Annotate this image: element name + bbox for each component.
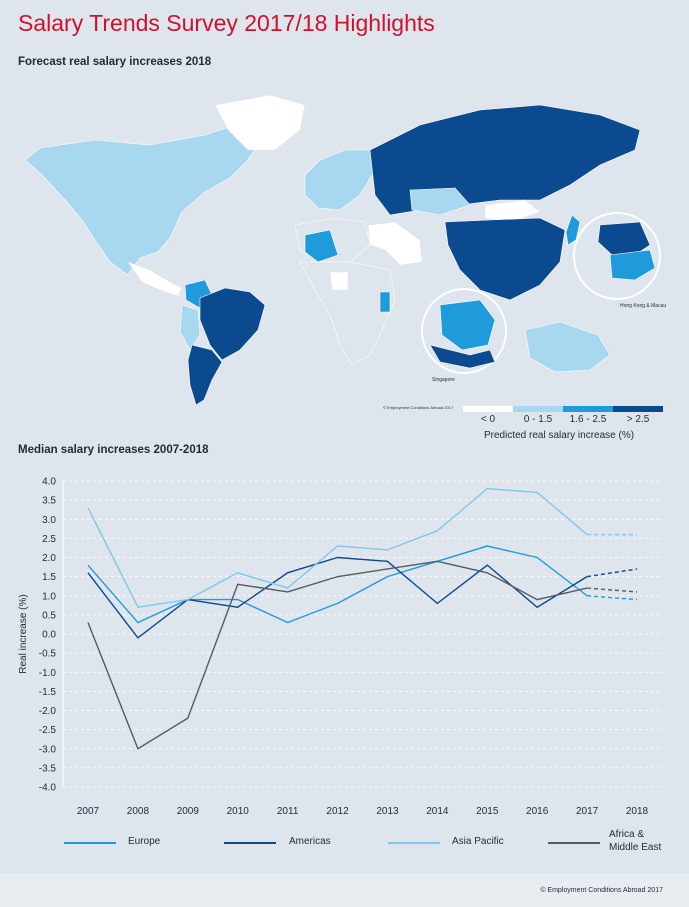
- x-tick-label: 2015: [476, 806, 499, 817]
- y-tick-label: 1.5: [42, 572, 56, 583]
- y-tick-label: 1.0: [42, 591, 56, 602]
- chart-title: Median salary increases 2007-2018: [18, 444, 209, 456]
- region-china: [444, 217, 566, 301]
- inset-hongkong-label: Hong Kong & Macau: [620, 303, 667, 309]
- region-africa: [299, 261, 396, 366]
- legend-asia: Asia Pacific: [452, 836, 504, 847]
- y-tick-label: 2.0: [42, 553, 56, 564]
- line-chart: 4.0 3.5 3.0 2.5 2.0 1.5 1.0 0.5 0.0 -0.5 -1.0 -1.5 -…: [0, 465, 689, 825]
- legend-line-africa: [548, 842, 600, 844]
- series-forecast-europe: [587, 595, 638, 601]
- x-tick-label: 2008: [127, 806, 150, 817]
- region-peru: [179, 304, 201, 351]
- region-nigeria: [329, 271, 349, 291]
- region-japan: [565, 214, 581, 246]
- region-algeria: [304, 229, 339, 263]
- legend-swatch-gt2.5: [613, 406, 663, 412]
- y-tick-label: -2.5: [39, 725, 57, 736]
- line-chart-svg: 4.0 3.5 3.0 2.5 2.0 1.5 1.0 0.5 0.0 -0.5 -1.0 -1.5 -…: [18, 477, 660, 817]
- y-tick-label: -4.0: [39, 783, 57, 794]
- world-map-svg: [24, 94, 661, 406]
- y-tick-label: 0.5: [42, 610, 56, 621]
- y-tick-label: -1.0: [39, 668, 57, 679]
- world-map: [0, 90, 689, 425]
- x-tick-label: 2017: [576, 806, 599, 817]
- y-tick-label: 3.0: [42, 515, 56, 526]
- series-forecast-americas: [586, 568, 638, 578]
- y-tick-label: 4.0: [42, 477, 56, 488]
- inset-singapore-label: Singapore: [432, 377, 455, 383]
- series-line-americas: [87, 556, 588, 639]
- legend-swatch-1.6-2.5: [563, 406, 613, 412]
- y-tick-label: 2.5: [42, 534, 56, 545]
- map-subtitle: Forecast real salary increases 2018: [18, 56, 212, 68]
- legend-swatch-0-1.5: [513, 406, 563, 412]
- region-north-america: [24, 119, 263, 276]
- series-line-africa-middle-east: [87, 560, 588, 750]
- page-title: Salary Trends Survey 2017/18 Highlights: [18, 10, 435, 36]
- legend-swatch-lt0: [463, 406, 513, 412]
- y-tick-label: -3.0: [39, 744, 57, 755]
- legend-label-1.6-2.5: 1.6 - 2.5: [569, 414, 607, 425]
- x-tick-label: 2013: [376, 806, 399, 817]
- map-copyright: © Employment Conditions Abroad 2017: [383, 405, 454, 410]
- legend-line-europe: [64, 842, 116, 844]
- x-tick-label: 2009: [177, 806, 200, 817]
- x-tick-label: 2010: [227, 806, 250, 817]
- series-forecast-africa-middle-east: [587, 587, 638, 593]
- series-line-europe: [87, 545, 588, 624]
- footer: © Employment Conditions Abroad 2017: [0, 874, 689, 907]
- region-central-america: [127, 261, 183, 297]
- legend-americas: Americas: [289, 836, 331, 847]
- region-argentina: [187, 344, 223, 406]
- legend-caption: Predicted real salary increase (%): [484, 430, 635, 441]
- footer-copyright: © Employment Conditions Abroad 2017: [540, 887, 663, 894]
- legend-europe: Europe: [128, 836, 161, 847]
- y-tick-label: -3.5: [39, 763, 57, 774]
- x-tick-label: 2011: [277, 806, 299, 817]
- x-tick-label: 2007: [77, 806, 100, 817]
- legend-label-0-1.5: 0 - 1.5: [523, 414, 553, 425]
- legend-label-gt2.5: > 2.5: [626, 414, 650, 425]
- region-australia: [524, 321, 611, 373]
- x-tick-label: 2014: [426, 806, 449, 817]
- y-tick-label: 0.0: [42, 630, 56, 641]
- region-mongolia: [484, 199, 541, 223]
- legend-line-americas: [224, 842, 276, 844]
- y-tick-label: 3.5: [42, 496, 56, 507]
- legend-africa-1: Africa &: [609, 829, 645, 840]
- legend-line-asia: [388, 842, 440, 844]
- region-europe: [304, 149, 376, 211]
- region-russia: [369, 104, 641, 216]
- y-tick-label: -2.0: [39, 706, 57, 717]
- region-brazil: [199, 287, 266, 361]
- region-kenya: [379, 291, 391, 313]
- x-tick-label: 2016: [526, 806, 549, 817]
- series-line-asia-pacific: [87, 487, 588, 608]
- region-middle-east: [367, 221, 423, 266]
- x-tick-label: 2018: [626, 806, 649, 817]
- region-kazakhstan: [409, 187, 471, 216]
- y-tick-label: -1.5: [39, 687, 57, 698]
- legend-africa-2: Middle East: [609, 842, 662, 853]
- x-tick-label: 2012: [326, 806, 349, 817]
- y-tick-label: -0.5: [39, 649, 57, 660]
- y-axis-label: Real increase (%): [18, 594, 29, 673]
- legend-label-lt0: < 0: [480, 414, 496, 425]
- region-greenland: [214, 94, 306, 151]
